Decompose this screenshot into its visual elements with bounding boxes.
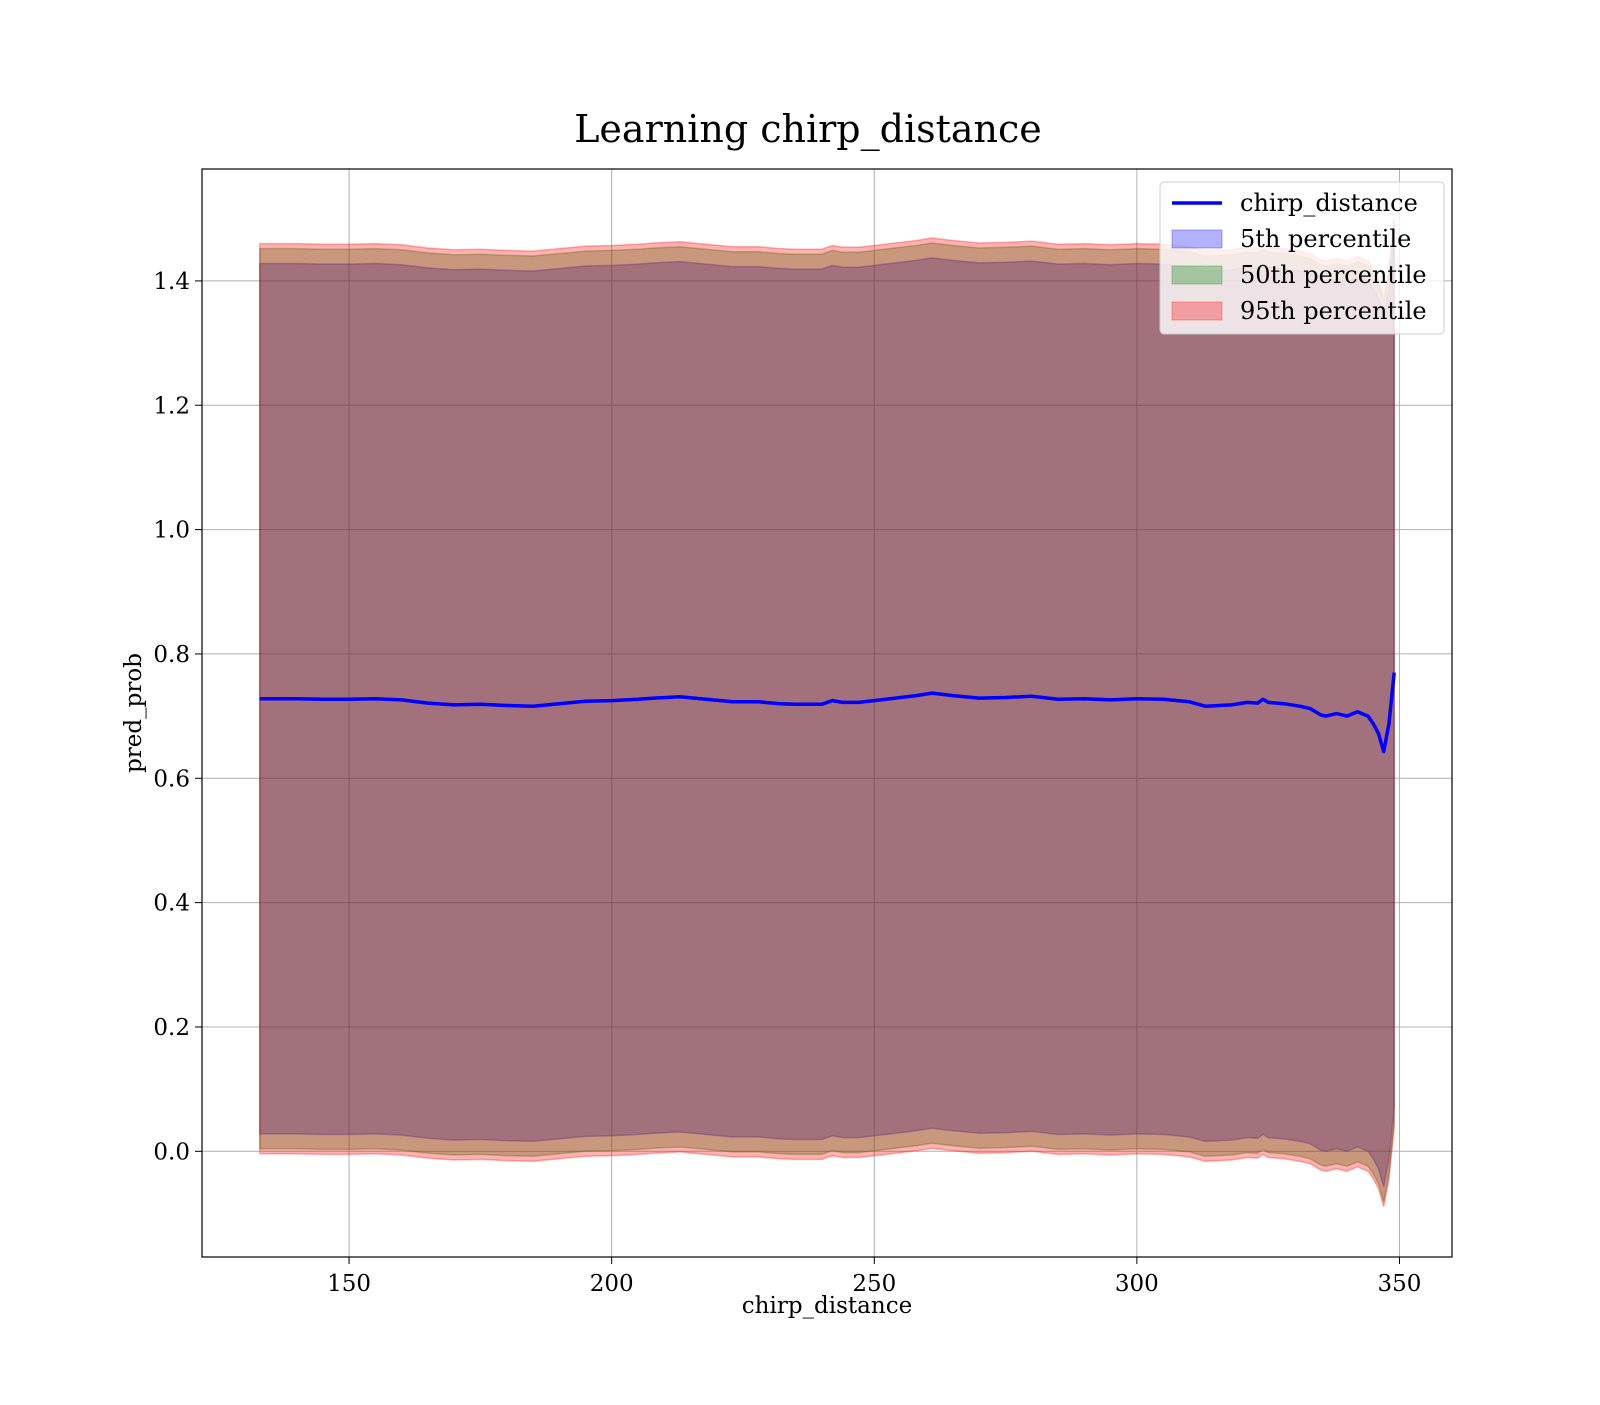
legend-swatch-band [1171,301,1223,321]
x-tick-label: 250 [852,1271,896,1297]
y-tick-label: 1.0 [153,518,190,544]
chart-title: Learning chirp_distance [574,107,1042,152]
y-tick-label: 0.6 [153,766,190,792]
x-axis-label: chirp_distance [742,1293,912,1319]
x-tick-label: 350 [1378,1271,1422,1297]
plot-frame [201,168,1453,1258]
line-layer [259,672,1396,754]
legend-label: 50th percentile [1240,261,1427,289]
band-95th-percentile [259,217,1395,1207]
legend: chirp_distance 5th percentile 50th percent… [1159,181,1445,335]
y-tick-label: 0.2 [153,1015,190,1041]
y-tick-label: 0.8 [153,642,190,668]
legend-swatch-band [1171,229,1223,249]
x-tick-label: 200 [590,1271,634,1297]
grid-layer [202,169,1452,1257]
tick-layer: 150 200 250 300 350 0.0 0.2 0.4 0.6 0.8 1.0 1.2 1.4 [153,269,1421,1297]
x-tick-label: 150 [327,1271,371,1297]
band-layer [259,217,1395,1207]
band-5th-percentile [259,237,1395,1187]
y-tick-label: 1.2 [153,393,190,419]
y-tick-label: 1.4 [153,269,190,295]
legend-label: 5th percentile [1240,225,1411,253]
series-line-chirp-distance [259,672,1396,754]
legend-swatch-band [1171,265,1223,285]
legend-label: chirp_distance [1240,189,1418,217]
band-50th-percentile [259,222,1395,1202]
x-tick-label: 300 [1115,1271,1159,1297]
y-tick-label: 0.4 [153,891,190,917]
legend-label: 95th percentile [1240,297,1427,325]
y-axis-label: pred_prob [121,653,147,773]
legend-box [1159,181,1445,335]
y-tick-label: 0.0 [153,1139,190,1165]
